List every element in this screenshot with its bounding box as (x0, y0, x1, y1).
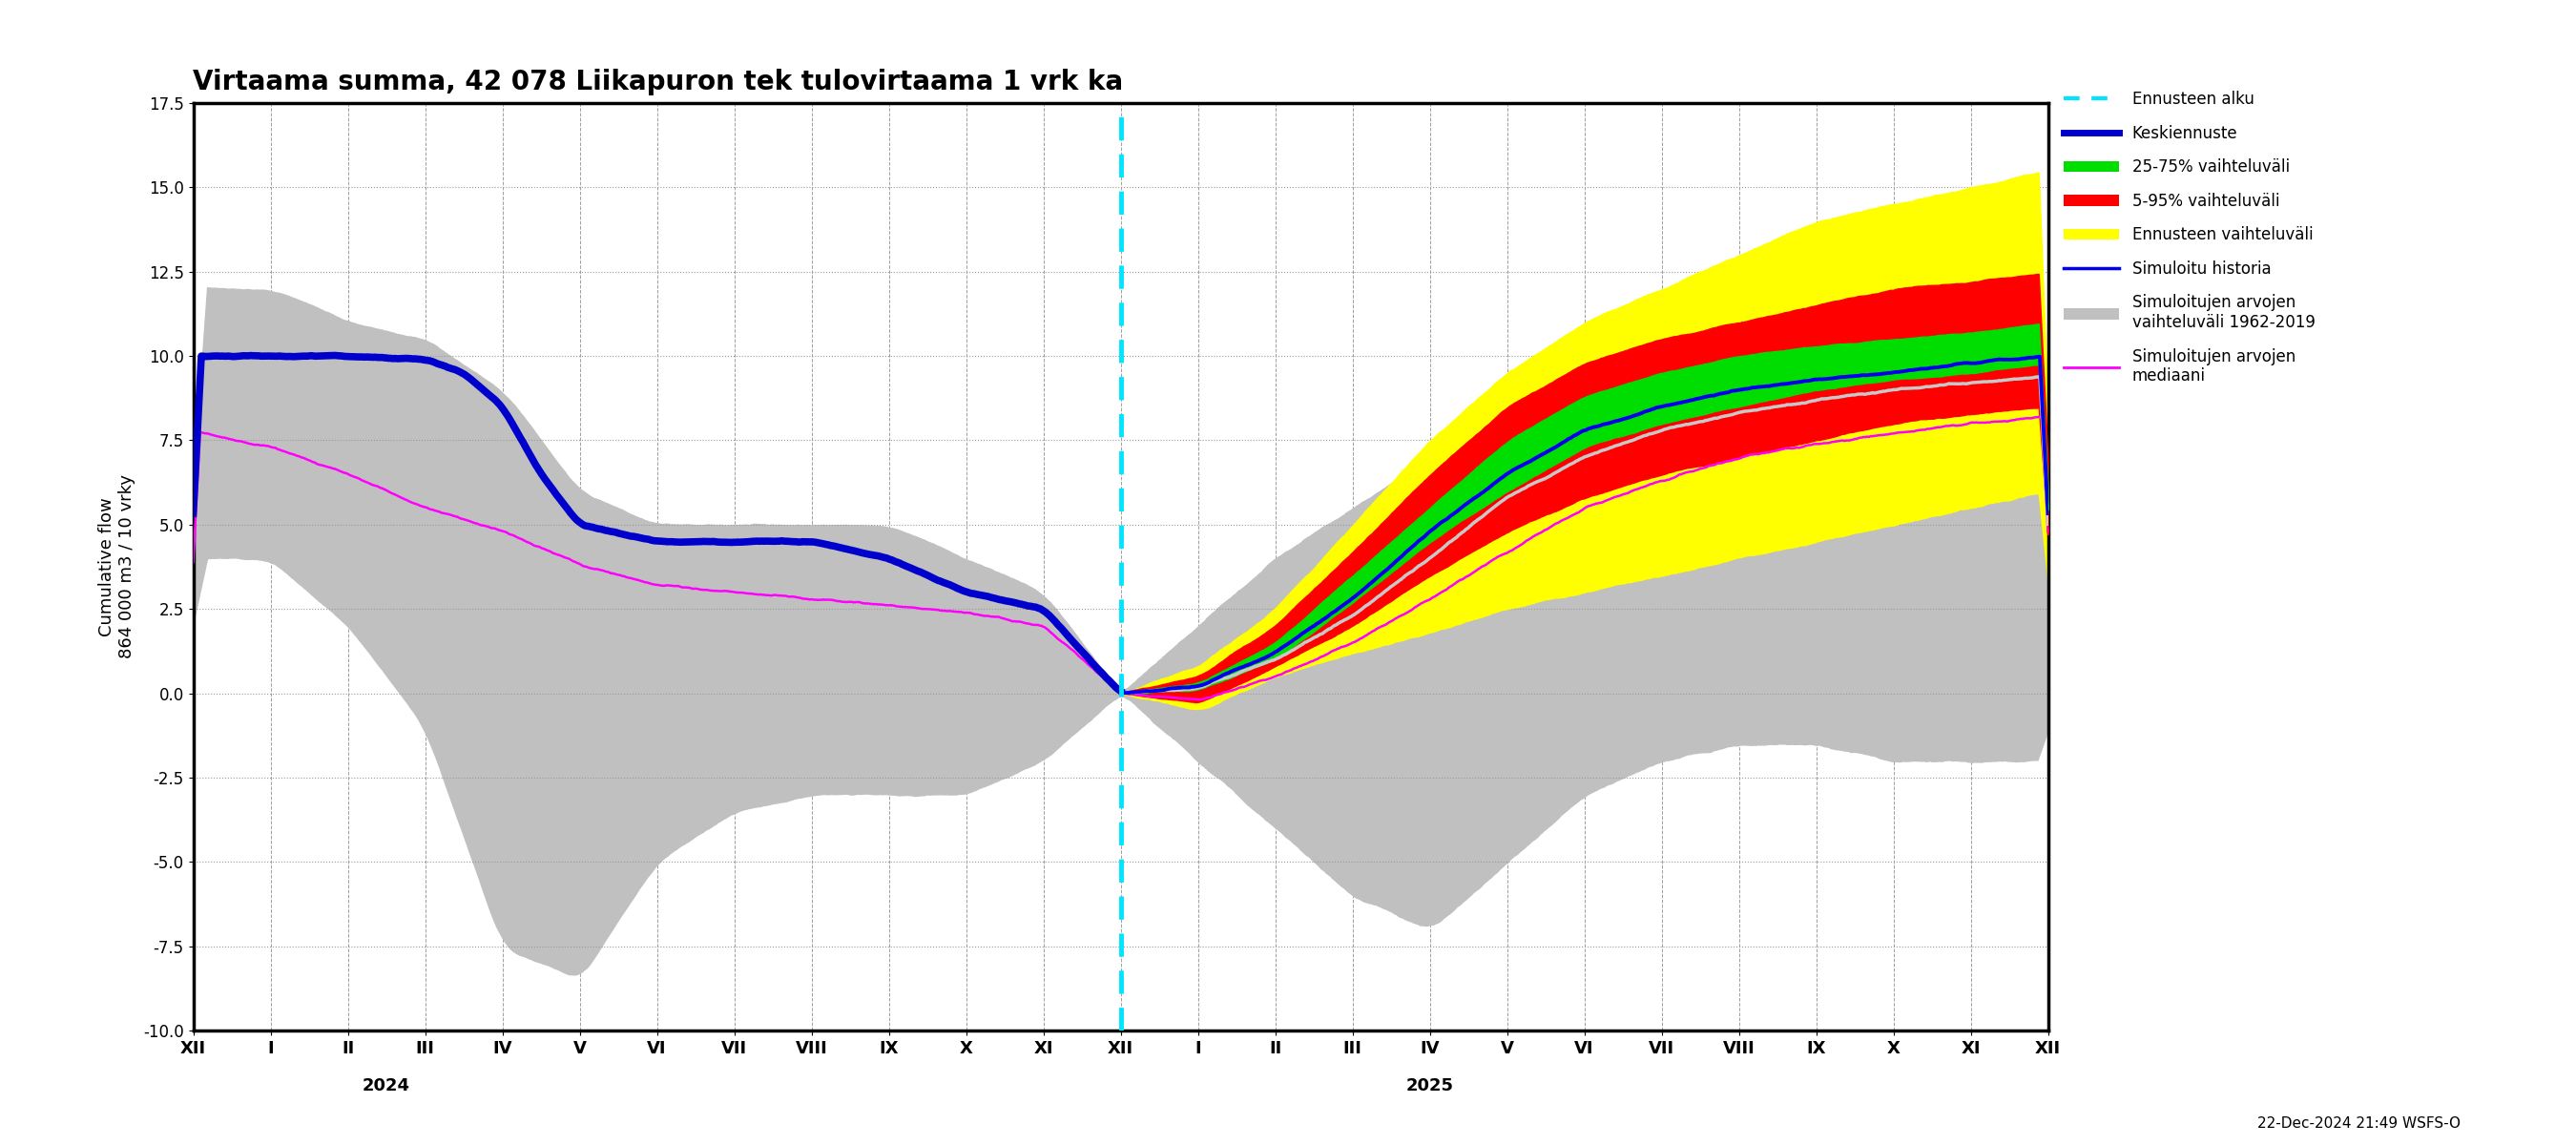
Text: 2025: 2025 (1406, 1077, 1453, 1095)
Text: 2024: 2024 (363, 1077, 410, 1095)
Y-axis label: Cumulative flow
864 000 m3 / 10 vrky: Cumulative flow 864 000 m3 / 10 vrky (98, 475, 134, 658)
Legend: Ennusteen alku, Keskiennuste, 25-75% vaihteluväli, 5-95% vaihteluväli, Ennusteen: Ennusteen alku, Keskiennuste, 25-75% vai… (2058, 85, 2321, 392)
Text: 22-Dec-2024 21:49 WSFS-O: 22-Dec-2024 21:49 WSFS-O (2257, 1116, 2460, 1131)
Text: Virtaama summa, 42 078 Liikapuron tek tulovirtaama 1 vrk ka: Virtaama summa, 42 078 Liikapuron tek tu… (193, 69, 1123, 95)
